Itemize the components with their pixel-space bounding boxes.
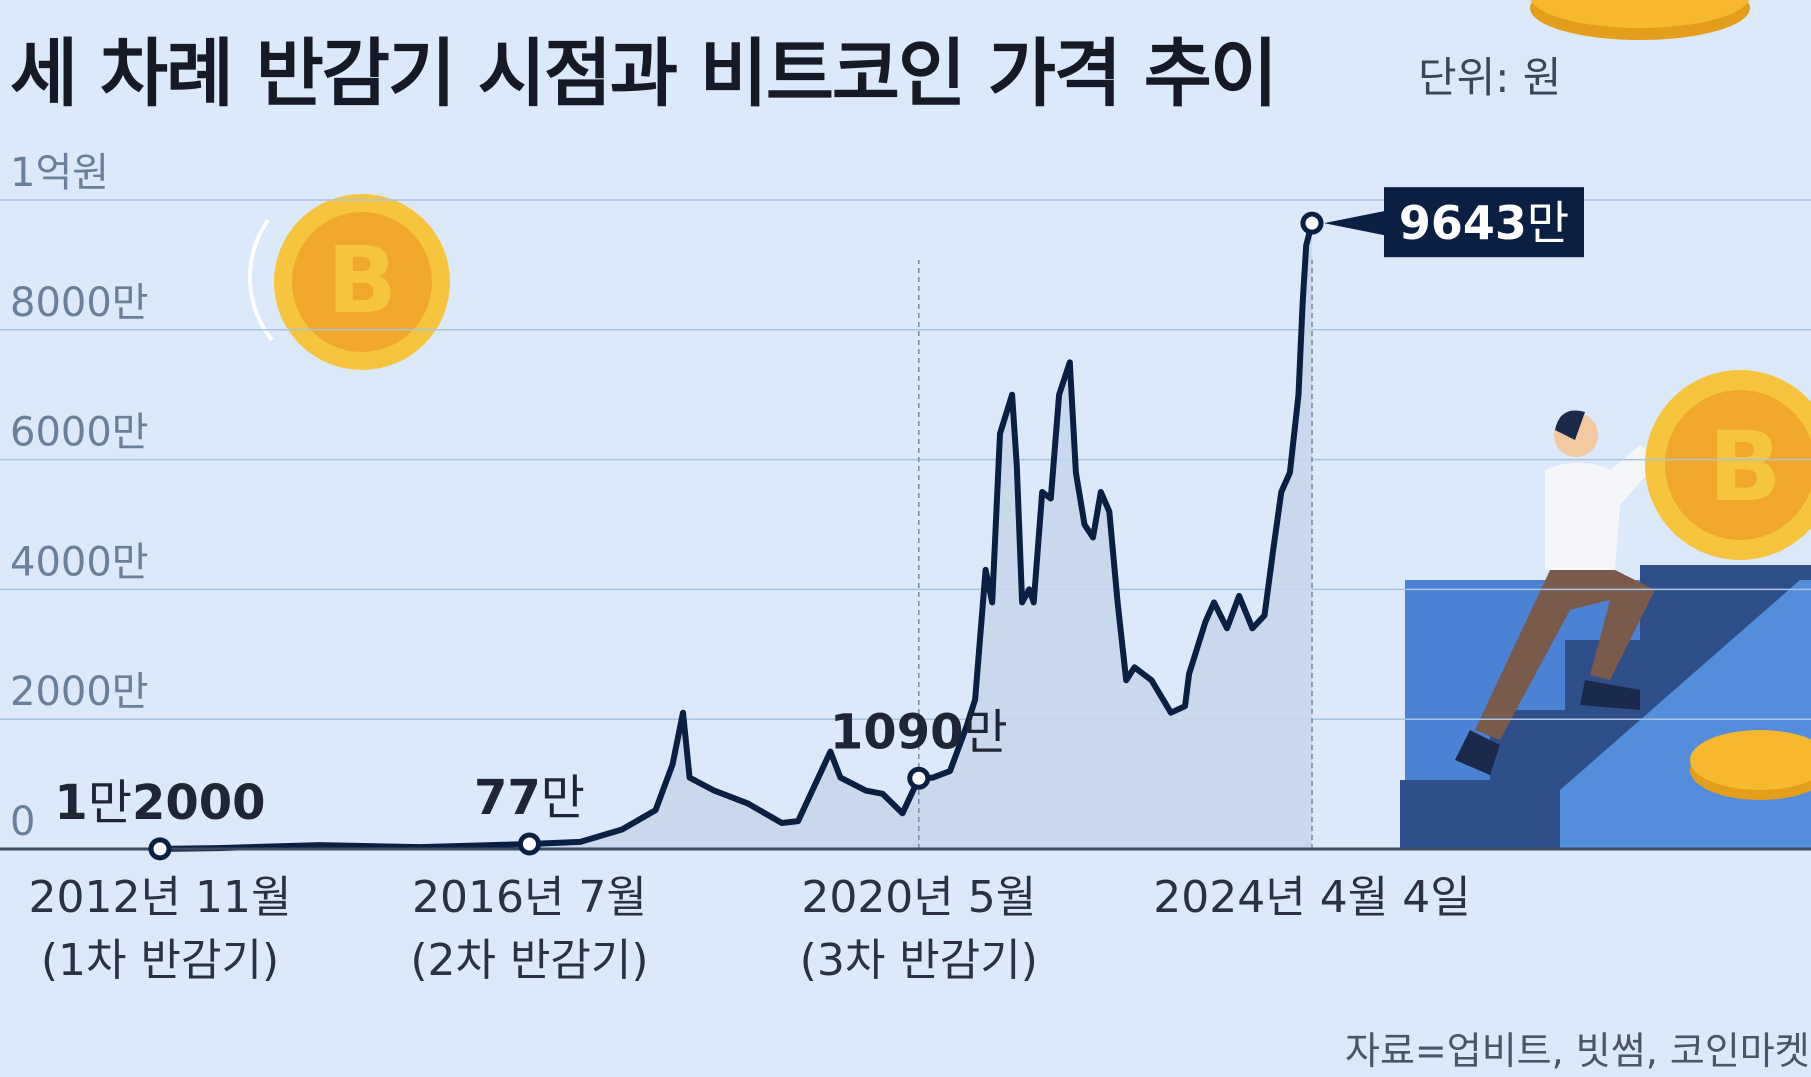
x-tick-sublabel: (1차 반감기) xyxy=(41,935,279,986)
price-area xyxy=(160,223,1312,849)
person-illustration: B xyxy=(1455,370,1811,775)
y-tick-label: 0 xyxy=(10,799,35,845)
value-annotation: 1만2000 xyxy=(54,775,265,831)
y-tick-label: 2000만 xyxy=(10,669,149,715)
callout-label: 9643만 xyxy=(1399,196,1569,250)
unit-label: 단위: 원 xyxy=(1418,53,1562,102)
x-axis-labels: 2012년 11월 (1차 반감기) 2016년 7월 (2차 반감기) 2020년 5… xyxy=(29,872,1471,986)
value-annotation: 1090만 xyxy=(830,704,1008,760)
x-tick-label: 2016년 7월 xyxy=(412,872,647,923)
x-tick-sublabel: (3차 반감기) xyxy=(800,935,1038,986)
source-note: 자료=업비트, 빗썸, 코인마켓캡 xyxy=(1345,1029,1811,1073)
x-tick-label: 2012년 11월 xyxy=(29,872,292,923)
data-point-marker xyxy=(517,832,541,856)
y-tick-label: 6000만 xyxy=(10,410,149,456)
y-tick-label: 8000만 xyxy=(10,280,149,326)
data-point-marker xyxy=(1300,211,1324,235)
x-tick-sublabel: (2차 반감기) xyxy=(410,935,648,986)
svg-text:B: B xyxy=(327,227,397,334)
x-tick-label: 2024년 4월 4일 xyxy=(1153,872,1470,923)
svg-text:B: B xyxy=(1708,411,1781,523)
callout-box xyxy=(1384,187,1584,258)
annotations: 1만2000 77만 1090만 9643만 xyxy=(54,187,1584,861)
data-point-marker xyxy=(148,837,172,861)
page-title: 세 차례 반감기 시점과 비트코인 가격 추이 xyxy=(10,31,1278,117)
callout-pointer xyxy=(1324,211,1384,236)
y-tick-label: 4000만 xyxy=(10,539,149,585)
coin-illustration: B xyxy=(247,0,1750,370)
x-tick-label: 2020년 5월 xyxy=(801,872,1036,923)
y-axis-labels: 0 2000만 4000만 6000만 8000만 1억원 xyxy=(10,150,149,845)
value-annotation: 77만 xyxy=(474,770,585,826)
y-tick-label: 1억원 xyxy=(10,150,109,196)
data-point-marker xyxy=(907,766,931,790)
halving-guides xyxy=(918,260,1313,849)
stairs-illustration xyxy=(1400,565,1811,850)
price-line xyxy=(159,222,1315,852)
